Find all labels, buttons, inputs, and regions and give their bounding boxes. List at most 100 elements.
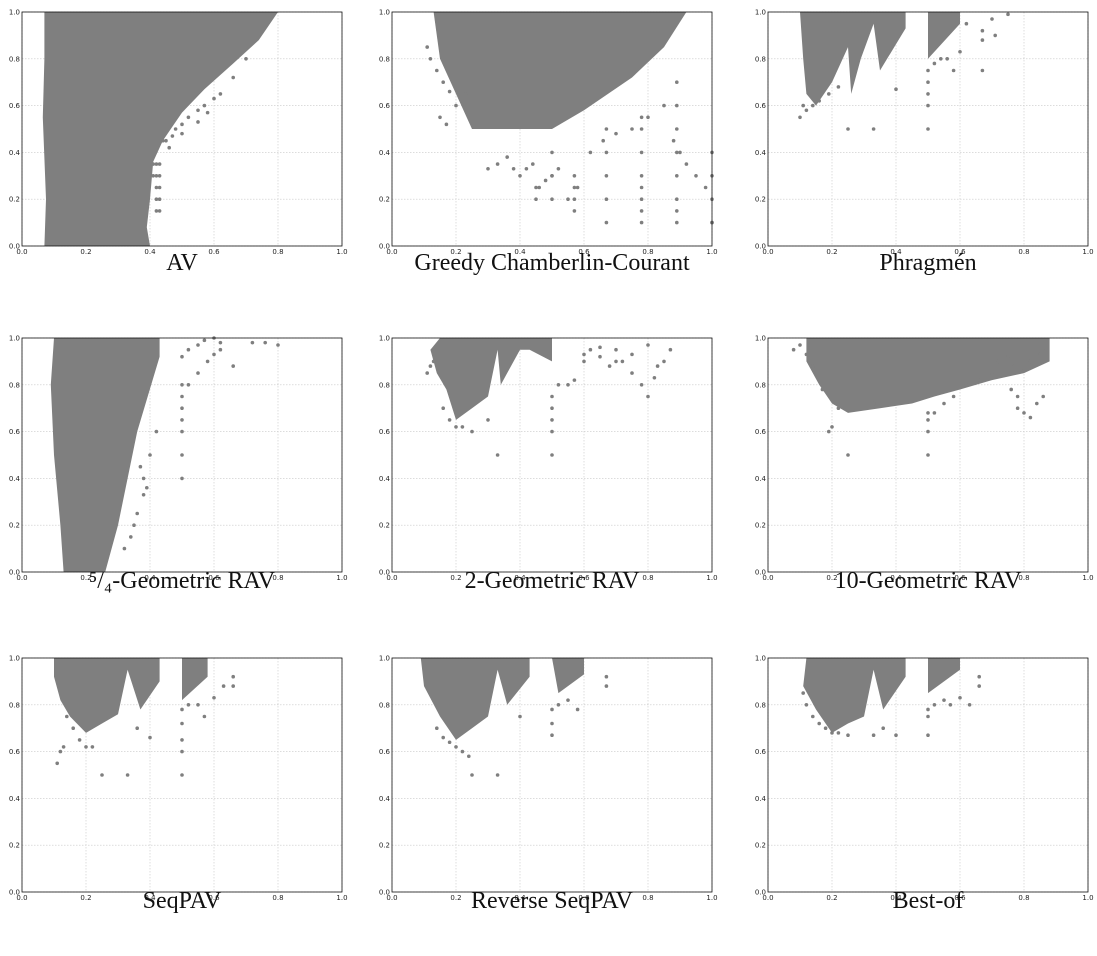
plot-frame <box>767 11 1089 247</box>
data-point <box>180 406 184 411</box>
data-point <box>231 75 235 80</box>
data-point <box>604 150 609 155</box>
data-point <box>518 174 522 178</box>
data-point <box>154 174 159 178</box>
data-point <box>263 340 268 345</box>
data-point <box>511 166 516 171</box>
y-tick-label: 0.6 <box>755 102 767 110</box>
data-point <box>154 185 159 190</box>
dense-point-region <box>430 338 552 420</box>
data-point <box>668 347 673 352</box>
x-tick-label: 0.0 <box>16 574 27 582</box>
y-tick-label: 1.0 <box>9 655 20 663</box>
data-point <box>218 92 223 96</box>
y-tick-label: 0.6 <box>755 428 767 436</box>
data-point <box>932 61 937 66</box>
x-tick-label: 1.0 <box>1082 574 1093 582</box>
data-point <box>180 453 184 457</box>
data-point <box>148 735 152 740</box>
y-tick-label: 0.2 <box>379 522 390 530</box>
data-point <box>675 220 679 225</box>
data-point <box>662 103 666 108</box>
data-point <box>495 162 500 166</box>
data-point <box>1038 352 1042 357</box>
data-point <box>550 733 554 738</box>
data-point <box>1012 364 1017 368</box>
data-point <box>639 383 644 387</box>
x-tick-label: 0.6 <box>208 248 220 256</box>
data-point <box>575 185 580 190</box>
y-tick-label: 0.2 <box>755 196 766 204</box>
y-tick-label: 0.0 <box>379 243 390 251</box>
plot-frame <box>391 337 713 573</box>
x-tick-label: 0.6 <box>208 574 220 582</box>
data-point <box>830 731 834 735</box>
data-point <box>467 754 471 759</box>
data-point <box>550 174 554 178</box>
data-point <box>1044 347 1049 352</box>
data-point <box>811 714 815 719</box>
data-point <box>801 103 805 108</box>
data-point <box>675 103 679 108</box>
y-tick-label: 0.4 <box>379 475 391 483</box>
data-point <box>77 738 82 742</box>
data-point <box>460 749 465 754</box>
data-point <box>951 68 956 73</box>
data-point <box>572 209 577 213</box>
y-tick-label: 0.6 <box>9 102 21 110</box>
x-tick-label: 0.8 <box>1018 574 1029 582</box>
panel-caption: Phragmén <box>879 250 977 276</box>
panel-caption: 10-Geometric RAV <box>834 568 1022 594</box>
data-point <box>871 733 876 738</box>
data-point <box>675 209 679 213</box>
data-point <box>435 726 439 730</box>
dense-point-region <box>54 658 208 733</box>
y-tick-label: 1.0 <box>379 335 390 343</box>
x-tick-label: 0.0 <box>16 894 27 902</box>
y-tick-label: 0.8 <box>755 701 766 709</box>
x-tick-label: 0.6 <box>578 574 590 582</box>
dense-point-region <box>42 12 278 246</box>
y-tick-label: 0.2 <box>755 842 766 850</box>
data-point <box>932 703 937 707</box>
data-point <box>675 150 679 155</box>
data-point <box>604 220 609 225</box>
data-point <box>604 197 609 201</box>
data-point <box>614 131 618 136</box>
data-point <box>614 347 618 352</box>
data-point <box>582 352 586 357</box>
panel-caption: Reverse SeqPAV <box>470 888 633 914</box>
data-point <box>639 174 644 178</box>
y-tick-label: 1.0 <box>755 335 766 343</box>
y-tick-label: 0.0 <box>9 243 20 251</box>
y-tick-label: 0.4 <box>755 795 767 803</box>
x-tick-label: 0.2 <box>450 248 461 256</box>
data-point <box>881 726 885 730</box>
data-point <box>202 103 207 108</box>
data-point <box>173 127 178 131</box>
data-point <box>441 80 446 84</box>
data-point <box>652 375 657 380</box>
x-tick-label: 0.8 <box>272 248 283 256</box>
data-point <box>804 352 809 357</box>
data-point <box>100 773 104 777</box>
data-point <box>550 197 554 201</box>
y-tick-label: 0.8 <box>9 701 20 709</box>
data-point <box>212 695 216 700</box>
data-point <box>250 340 255 345</box>
y-tick-label: 0.4 <box>379 149 391 157</box>
data-point <box>694 174 698 178</box>
data-point <box>447 89 452 94</box>
data-point <box>598 354 602 359</box>
data-point <box>157 174 162 178</box>
x-tick-label: 1.0 <box>706 574 717 582</box>
data-point <box>550 418 554 422</box>
data-point <box>827 429 831 434</box>
data-point <box>505 155 510 159</box>
x-tick-label: 0.2 <box>826 248 837 256</box>
data-point <box>977 674 981 679</box>
x-tick-label: 0.0 <box>386 574 397 582</box>
data-point <box>980 38 985 42</box>
y-tick-label: 0.4 <box>9 149 21 157</box>
